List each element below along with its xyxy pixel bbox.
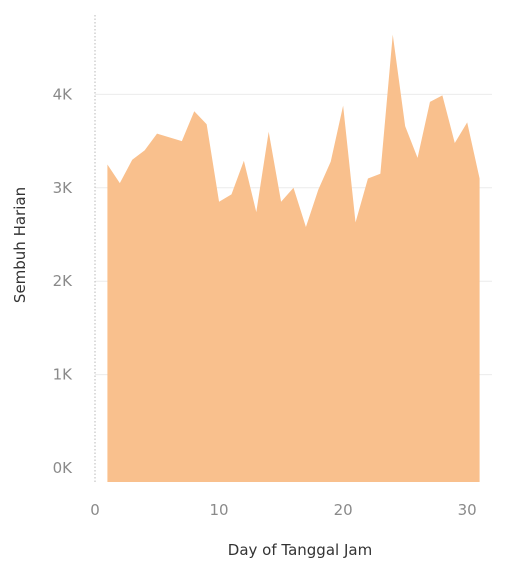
y-tick-label: 4K xyxy=(53,85,74,103)
y-tick-label: 2K xyxy=(53,272,74,290)
x-tick-label: 0 xyxy=(90,501,100,519)
y-axis-ticks: 0K 1K 2K 3K 4K xyxy=(53,85,74,477)
area-series-sembuh-harian xyxy=(107,34,480,482)
y-tick-label: 1K xyxy=(53,366,74,384)
y-tick-label: 0K xyxy=(53,459,74,477)
x-tick-label: 30 xyxy=(458,501,477,519)
x-tick-label: 10 xyxy=(210,501,229,519)
y-tick-label: 3K xyxy=(53,179,74,197)
x-tick-label: 20 xyxy=(334,501,353,519)
x-axis-ticks: 0 10 20 30 xyxy=(90,501,477,519)
y-axis-title: Sembuh Harian xyxy=(11,187,29,303)
x-axis-title: Day of Tanggal Jam xyxy=(228,541,372,559)
